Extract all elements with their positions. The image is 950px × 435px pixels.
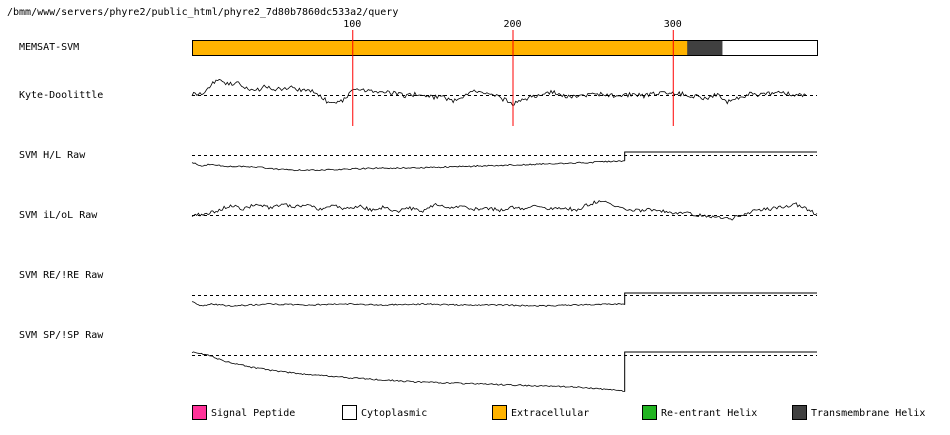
track-label-0: Kyte-Doolittle [19,90,103,101]
track-tail-4 [624,351,817,392]
x-tick-label-200: 200 [503,19,521,30]
topology-bar [192,40,818,56]
track-line-2 [191,200,818,221]
legend-label-0: Signal Peptide [211,408,295,419]
legend: Signal Peptide Cytoplasmic Extracellular Re… [192,405,925,420]
track-line-4 [191,351,625,392]
legend-swatch-2 [492,405,507,420]
track-label-3: SVM RE/!RE Raw [19,270,104,281]
legend-label-4: Transmembrane Helix [811,408,925,419]
legend-swatch-3 [642,405,657,420]
profile-tracks: Kyte-Doolittle SVM H/L Raw SVM iL/oL Raw SV… [19,79,818,392]
track-line-1 [191,160,625,172]
legend-swatch-0 [192,405,207,420]
track-label-2: SVM iL/oL Raw [19,210,98,221]
x-tick-label-300: 300 [664,19,682,30]
x-axis-ticks: 100 200 300 [343,19,682,30]
legend-label-3: Re-entrant Helix [661,408,757,419]
track-line-0 [191,79,807,106]
track-label-4: SVM SP/!SP Raw [19,330,104,341]
topology-segment-0 [192,40,689,55]
legend-swatch-4 [792,405,807,420]
x-tick-label-100: 100 [343,19,361,30]
legend-swatch-1 [342,405,357,420]
position-markers [352,30,674,126]
track-tail-1 [624,151,817,161]
topology-segment-1 [687,40,725,55]
topology-segment-2 [722,40,817,55]
topology-frame [192,40,818,56]
track-line-3 [191,301,625,307]
legend-label-1: Cytoplasmic [361,408,427,419]
query-path: /bmm/www/servers/phyre2/public_html/phyr… [7,7,398,18]
legend-label-2: Extracellular [511,408,589,419]
track-tail-3 [624,292,817,305]
track-label-1: SVM H/L Raw [19,150,86,161]
topology-track-label: MEMSAT-SVM [19,42,79,53]
